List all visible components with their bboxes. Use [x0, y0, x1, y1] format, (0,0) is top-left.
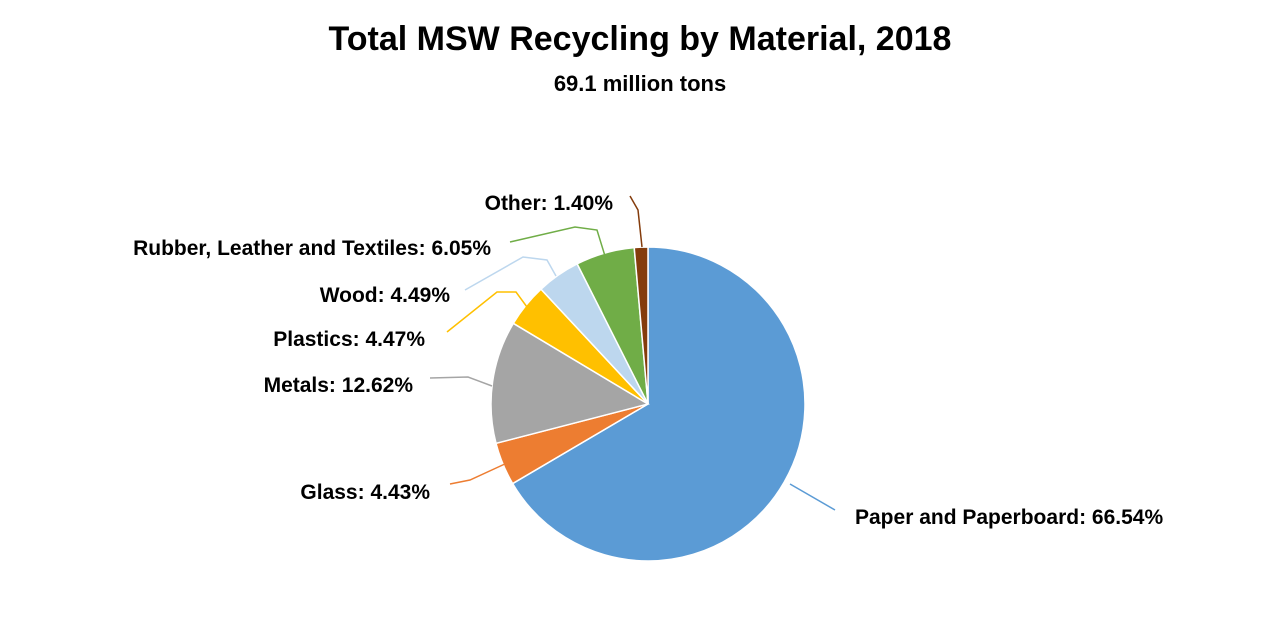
leader-lines — [429, 195, 836, 511]
pie-slice-metals — [490, 322, 650, 445]
chart-subtitle: 69.1 million tons — [554, 71, 726, 96]
leader-line-paper-and-paperboard — [789, 483, 836, 511]
pie-slice-other — [633, 246, 649, 405]
leader-line-metals — [429, 376, 493, 387]
pie-slice-paper-and-paperboard — [511, 246, 806, 562]
slice-label-rubber-leather-and-textiles: Rubber, Leather and Textiles: 6.05% — [133, 237, 491, 260]
slice-labels: Paper and Paperboard: 66.54% Glass: 4.43%… — [133, 192, 1163, 529]
slice-label-paper-and-paperboard: Paper and Paperboard: 66.54% — [855, 506, 1163, 529]
slice-label-other: Other: 1.40% — [485, 192, 614, 215]
leader-line-plastics — [446, 291, 528, 333]
slice-label-metals: Metals: 12.62% — [264, 374, 414, 397]
pie-slices — [490, 246, 806, 562]
slice-label-plastics: Plastics: 4.47% — [273, 328, 425, 351]
slice-label-wood: Wood: 4.49% — [320, 284, 451, 307]
leader-line-other — [629, 195, 643, 248]
leader-line-rubber-leather-and-textiles — [509, 226, 606, 257]
slice-label-glass: Glass: 4.43% — [300, 481, 430, 504]
chart-title: Total MSW Recycling by Material, 2018 — [329, 20, 952, 58]
leader-line-glass — [449, 462, 508, 485]
leader-line-wood — [464, 256, 557, 291]
